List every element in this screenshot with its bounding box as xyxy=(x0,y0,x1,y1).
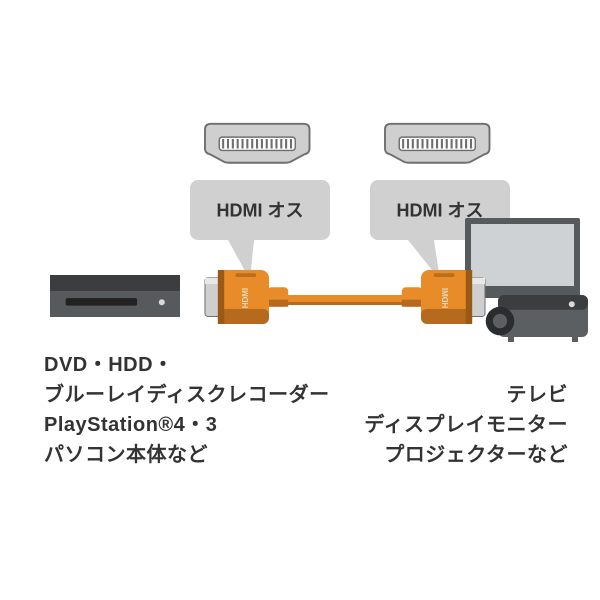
callout-left-label: HDMI オス xyxy=(217,200,304,220)
hdmi-logo-text: HDMI xyxy=(440,288,449,308)
device-player xyxy=(50,275,180,317)
right-device-caption: テレビ ディスプレイモニター プロジェクターなど xyxy=(364,380,568,470)
hdmi-cable: HDMI HDMI xyxy=(205,270,485,324)
hdmi-plug: HDMI xyxy=(205,270,288,324)
hdmi-logo-text: HDMI xyxy=(241,288,250,308)
callout-right-label: HDMI オス xyxy=(397,200,484,220)
device-projector xyxy=(486,295,588,342)
callout-left: HDMI オス xyxy=(190,180,330,280)
hdmi-plug: HDMI xyxy=(402,270,485,324)
diagram-svg: HDMI オス HDMI オス HDMI HDMI xyxy=(0,0,600,600)
hdmi-connector-left xyxy=(205,124,310,163)
hdmi-connector-right xyxy=(385,124,490,163)
left-device-caption: DVD・HDD・ ブルーレイディスクレコーダー PlayStation®4・3 … xyxy=(44,350,330,470)
